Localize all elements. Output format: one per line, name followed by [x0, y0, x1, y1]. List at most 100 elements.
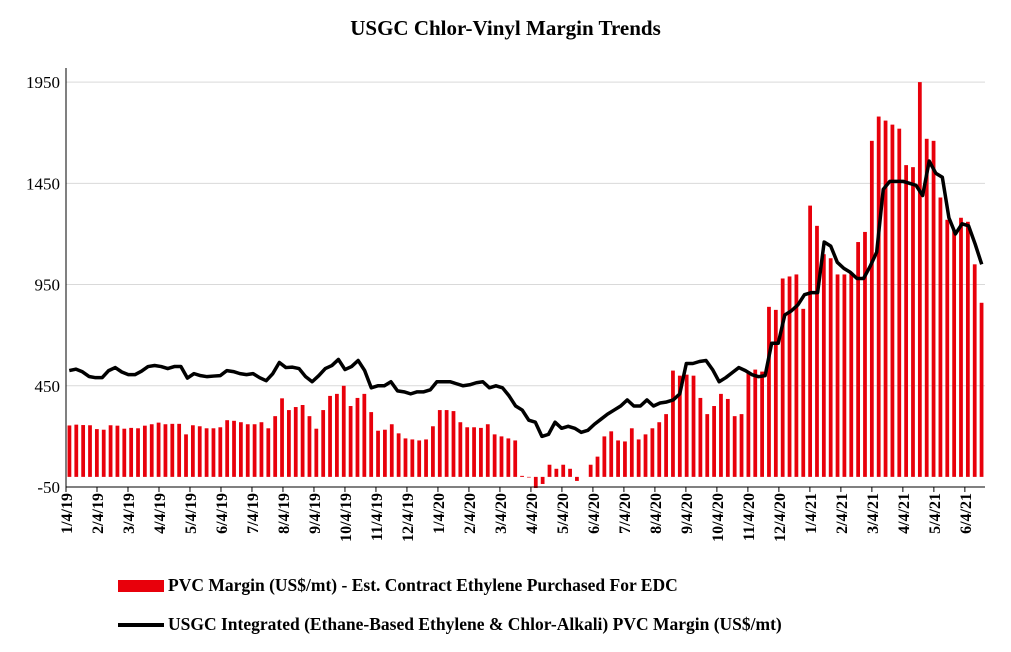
- bar: [629, 428, 634, 477]
- bar: [808, 205, 812, 477]
- bar: [307, 416, 312, 477]
- x-tick-label: 3/4/20: [493, 493, 510, 534]
- bar: [952, 229, 957, 477]
- bar: [835, 274, 840, 477]
- bar: [547, 464, 552, 477]
- bar: [636, 439, 641, 477]
- bar: [828, 258, 833, 477]
- bar: [671, 370, 675, 477]
- bar: [842, 274, 847, 477]
- bar: [568, 468, 572, 477]
- bar: [904, 165, 909, 477]
- bar: [232, 420, 236, 477]
- bar: [485, 424, 490, 477]
- bar: [492, 434, 497, 477]
- bar: [938, 197, 943, 477]
- bar: [513, 440, 518, 477]
- bar: [122, 428, 127, 477]
- x-tick-label: 9/4/20: [679, 493, 696, 534]
- x-tick-label: 7/4/19: [245, 493, 262, 534]
- bar: [959, 217, 963, 477]
- bar: [732, 416, 737, 477]
- bar: [300, 405, 305, 477]
- x-tick-label: 1/4/20: [431, 493, 448, 534]
- bar: [856, 242, 861, 477]
- x-tick-label: 4/4/21: [896, 493, 913, 534]
- bar: [609, 431, 614, 477]
- x-tick-label: 2/4/20: [462, 493, 479, 534]
- bar: [321, 410, 326, 477]
- bar: [979, 302, 984, 477]
- bar: [115, 425, 120, 477]
- y-tick-label: 450: [35, 377, 61, 396]
- bar: [643, 434, 648, 477]
- bar: [753, 369, 758, 477]
- x-tick-label: 5/4/19: [183, 493, 200, 534]
- bar: [287, 410, 291, 477]
- bar: [389, 424, 394, 477]
- bar: [396, 433, 401, 477]
- line-series: [68, 159, 984, 439]
- bar: [211, 428, 216, 477]
- x-tick-label: 6/4/21: [958, 493, 975, 534]
- bar: [266, 428, 271, 477]
- bar: [945, 219, 950, 477]
- bar: [561, 464, 566, 477]
- bar: [664, 414, 668, 477]
- bar: [81, 425, 86, 477]
- bar: [767, 306, 771, 477]
- x-tick-label: 11/4/19: [369, 493, 386, 541]
- bar: [794, 274, 799, 477]
- bar: [204, 428, 209, 477]
- x-tick-label: 12/4/19: [400, 493, 417, 542]
- y-tick-label: -50: [37, 478, 60, 497]
- bar: [225, 420, 230, 477]
- legend-item-line: USGC Integrated (Ethane-Based Ethylene &…: [118, 614, 998, 635]
- bar: [273, 416, 278, 477]
- bar: [972, 264, 977, 477]
- bar-series: [67, 82, 984, 489]
- bar: [355, 397, 360, 477]
- bar: [458, 422, 463, 477]
- y-tick-labels: -50 450 950 1450 1950: [26, 73, 60, 497]
- bar: [540, 476, 545, 484]
- bar: [876, 116, 881, 477]
- bar: [136, 428, 140, 477]
- bar: [890, 124, 895, 477]
- bar: [190, 425, 195, 477]
- bar: [520, 475, 524, 477]
- bar: [451, 411, 456, 477]
- bar: [108, 425, 113, 477]
- bar: [780, 278, 785, 477]
- bar: [156, 422, 161, 477]
- bar: [705, 414, 710, 477]
- bar: [739, 414, 744, 477]
- bar: [444, 410, 449, 477]
- bar: [403, 438, 408, 477]
- bar: [88, 425, 92, 477]
- bar: [849, 272, 854, 477]
- bar: [623, 441, 627, 477]
- bar: [533, 476, 538, 489]
- bar: [252, 424, 257, 477]
- bar: [142, 425, 147, 477]
- bar: [149, 424, 154, 477]
- bar: [259, 422, 264, 477]
- x-tick-label: 3/4/19: [121, 493, 138, 534]
- bar: [369, 412, 374, 477]
- x-tick-label: 5/4/20: [555, 493, 572, 534]
- legend-bar-label: PVC Margin (US$/mt) - Est. Contract Ethy…: [168, 575, 678, 595]
- x-tick-label: 11/4/20: [741, 493, 758, 541]
- x-tick-label: 9/4/19: [307, 493, 324, 534]
- bar: [417, 440, 422, 477]
- bar: [328, 395, 332, 477]
- bar: [863, 231, 867, 477]
- bar: [821, 254, 826, 477]
- y-tick-label: 950: [35, 276, 61, 295]
- bar: [677, 375, 682, 477]
- bar: [465, 427, 470, 477]
- bar: [94, 429, 99, 477]
- bar: [67, 425, 72, 477]
- bar: [725, 398, 730, 477]
- bar: [197, 426, 202, 477]
